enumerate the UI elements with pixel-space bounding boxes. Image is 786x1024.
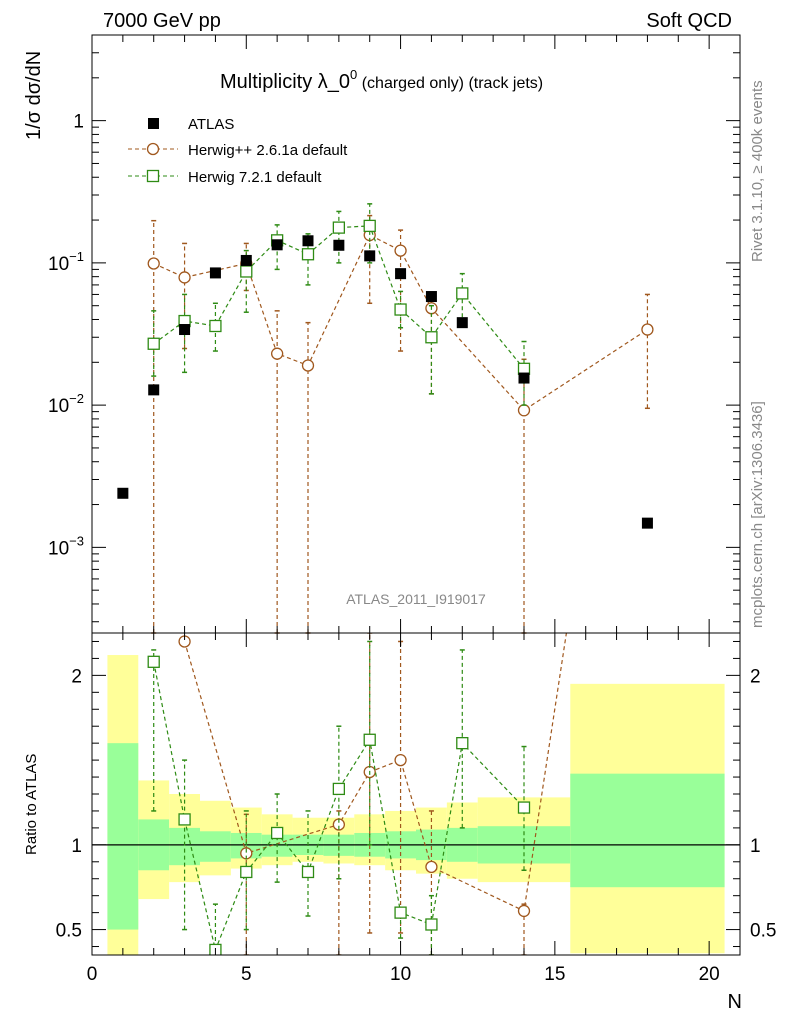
atlas-point — [148, 384, 160, 396]
legend-herwigpp-label: Herwig++ 2.6.1a default — [188, 142, 348, 159]
atlas-point — [117, 487, 129, 499]
category-label: Soft QCD — [646, 10, 732, 32]
data-point — [425, 860, 438, 874]
legend-atlas-label: ATLAS — [188, 116, 234, 133]
data-point — [332, 221, 346, 234]
atlas-point — [456, 317, 468, 329]
data-point — [394, 244, 407, 257]
atlas-point — [395, 268, 407, 280]
chart-title: Multiplicity λ_00 (charged only) (track … — [220, 67, 543, 93]
x-tick-label: 20 — [699, 964, 720, 985]
analysis-id: ATLAS_2011_I919017 — [346, 591, 486, 607]
atlas-point — [518, 372, 530, 384]
band-inner — [169, 827, 200, 866]
main-y-axis-label: 1/σ dσ/dN — [23, 51, 45, 140]
ratio-y-tick-label-right: 0.5 — [750, 921, 776, 942]
atlas-point — [364, 250, 376, 262]
data-point — [456, 287, 469, 300]
data-point — [394, 906, 407, 919]
mcplots-label: mcplots.cern.ch [arXiv:1306.3436] — [749, 401, 766, 628]
data-point — [209, 319, 222, 333]
ratio-y-tick-label: 1 — [71, 836, 82, 857]
band-inner — [200, 831, 231, 862]
ratio-y-tick-label-right: 2 — [750, 666, 761, 687]
data-point — [394, 753, 407, 767]
x-tick-label: 10 — [390, 964, 411, 985]
ratio-y-tick-label: 0.5 — [56, 921, 82, 942]
y-tick-label: 10−2 — [48, 391, 84, 417]
data-point — [517, 904, 531, 918]
x-tick-label: 0 — [87, 964, 98, 985]
data-point — [641, 323, 654, 336]
atlas-point — [425, 291, 437, 303]
data-point — [270, 826, 284, 840]
y-tick-label: 10−3 — [48, 533, 84, 559]
atlas-point — [240, 254, 252, 266]
main-panel: 10−3 10−2 10−1 1 Multiplicity λ_00 (charged… — [23, 34, 741, 634]
atlas-point — [641, 517, 653, 529]
data-point — [425, 918, 438, 931]
ratio-y-tick-label-right: 1 — [750, 836, 761, 857]
data-point — [178, 271, 191, 284]
energy-label: 7000 GeV pp — [103, 10, 221, 32]
data-point — [301, 359, 315, 372]
data-point — [147, 257, 160, 270]
data-point — [147, 337, 160, 350]
legend-atlas-marker — [148, 118, 159, 129]
data-point — [147, 655, 160, 668]
data-point — [240, 865, 253, 879]
data-point — [394, 303, 407, 316]
data-point — [301, 865, 315, 879]
ratio-y-axis-label: Ratio to ATLAS — [23, 754, 40, 855]
ratio-y-tick-label: 2 — [71, 666, 82, 687]
data-point — [178, 813, 191, 826]
rivet-label: Rivet 3.1.10, ≥ 400k events — [749, 80, 766, 262]
band-inner — [570, 773, 725, 888]
data-point — [270, 347, 284, 360]
data-point — [363, 219, 376, 233]
series-line — [153, 661, 525, 952]
data-point — [517, 801, 531, 814]
y-tick-label: 10−1 — [48, 249, 84, 275]
x-tick-label: 5 — [241, 964, 252, 985]
data-point — [456, 737, 469, 750]
legend-herwig7-label: Herwig 7.2.1 default — [188, 169, 322, 186]
y-tick-label: 1 — [73, 112, 84, 133]
data-point — [240, 265, 253, 278]
atlas-point — [209, 267, 221, 279]
series-line — [183, 633, 568, 912]
data-point — [301, 248, 315, 261]
legend-herwigpp-marker — [146, 142, 160, 156]
ratio-series-group — [147, 633, 568, 955]
ratio-panel: 0 5 10 15 20 0.5 0.5 1 1 2 2 Ratio to ATLAS N — [23, 632, 776, 1013]
data-point — [425, 331, 438, 344]
data-point — [517, 404, 531, 417]
legend-herwig7-marker — [146, 169, 160, 183]
legend: ATLAS Herwig++ 2.6.1a default Herwig 7.2… — [128, 116, 348, 186]
x-axis-label: N — [728, 991, 742, 1013]
data-point — [332, 782, 346, 796]
atlas-point — [302, 235, 314, 247]
atlas-point — [271, 239, 283, 251]
atlas-point — [179, 324, 191, 336]
x-tick-label: 15 — [544, 964, 565, 985]
band-inner — [107, 743, 139, 930]
data-point — [363, 733, 376, 746]
atlas-point — [333, 239, 345, 251]
